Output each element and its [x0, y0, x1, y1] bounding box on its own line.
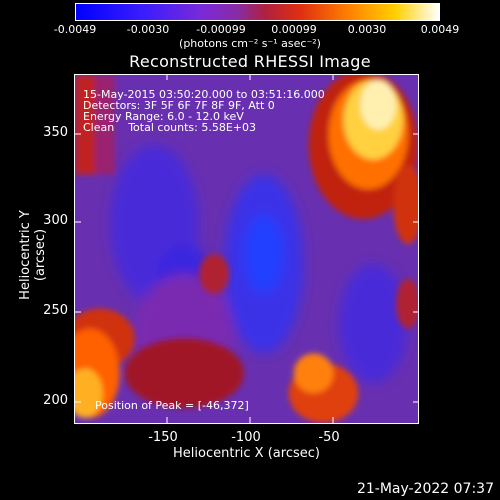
x-tick-label: -50 [318, 430, 340, 445]
colorbar-tick: -0.0030 [126, 23, 170, 36]
y-tick-label: 300 [43, 213, 68, 228]
detectors-label: Detectors: 3F 5F 6F 7F 8F 9F, Att 0 [83, 99, 275, 112]
image-title: Reconstructed RHESSI Image [129, 52, 371, 71]
x-tick-label: -100 [231, 430, 261, 445]
time-range-label: 15-May-2015 03:50:20.000 to 03:51:16.000 [83, 88, 325, 101]
colorbar-tick: -0.0049 [53, 23, 97, 36]
peak-position-label: Position of Peak = [-46,372] [95, 399, 249, 412]
y-axis-label: Heliocentric Y (arcsec) [18, 210, 48, 300]
rhessi-image-panel: 15-May-2015 03:50:20.000 to 03:51:16.000… [74, 74, 419, 424]
clean-counts-label: Clean Total counts: 5.58E+03 [83, 121, 257, 134]
y-tick-label: 350 [43, 125, 68, 140]
colorbar-tick: 0.0030 [347, 23, 387, 36]
y-tick-label: 200 [43, 393, 68, 408]
energy-range-label: Energy Range: 6.0 - 12.0 keV [83, 110, 244, 123]
colorbar-tick: 0.0049 [420, 23, 460, 36]
plot-timestamp: 21-May-2022 07:37 [356, 481, 494, 497]
colorbar-units: (photons cm⁻² s⁻¹ asec⁻²) [179, 37, 321, 50]
colorbar-tick: 0.00099 [271, 23, 317, 36]
y-tick-label: 250 [43, 303, 68, 318]
rhessi-image [75, 75, 418, 423]
x-axis-label: Heliocentric X (arcsec) [173, 446, 320, 461]
x-tick-label: -150 [148, 430, 178, 445]
colorbar [75, 3, 440, 21]
colorbar-tick: -0.00099 [196, 23, 246, 36]
